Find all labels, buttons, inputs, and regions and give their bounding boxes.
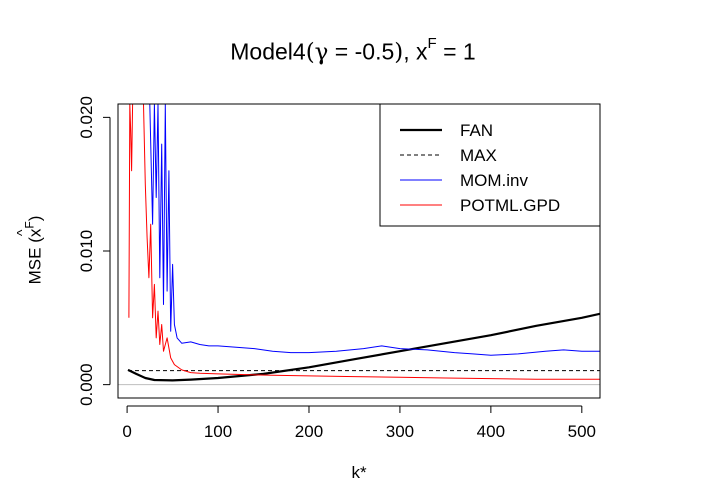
title-value-expr: = 1 bbox=[436, 38, 476, 65]
legend: FAN MAX MOM.inv POTML.GPD bbox=[379, 103, 601, 227]
x-axis-label: k* bbox=[351, 463, 367, 482]
x-tick-label: 400 bbox=[477, 422, 505, 441]
x-tick-label: 300 bbox=[386, 422, 414, 441]
series-line-mom-inv bbox=[149, 104, 600, 356]
chart-title: Model4(γ = -0.5), xF = 1 bbox=[230, 35, 476, 66]
x-tick-label: 100 bbox=[204, 422, 232, 441]
x-tick-label: 200 bbox=[295, 422, 323, 441]
x-tick-label: 0 bbox=[122, 422, 131, 441]
legend-label: MAX bbox=[460, 146, 497, 165]
title-var-sup: F bbox=[427, 35, 437, 52]
legend-label: MOM.inv bbox=[460, 171, 529, 190]
y-tick-label: 0.020 bbox=[77, 96, 96, 139]
legend-label: FAN bbox=[460, 121, 493, 140]
y-tick-label: 0.010 bbox=[77, 230, 96, 273]
series-line-potml-gpd bbox=[128, 104, 600, 380]
plot-frame bbox=[117, 103, 601, 399]
title-gamma-expr: = -0.5 bbox=[328, 38, 395, 65]
title-gamma-symbol: γ bbox=[314, 39, 329, 66]
series-line-fan bbox=[127, 312, 600, 382]
legend-label: POTML.GPD bbox=[460, 196, 560, 215]
legend-box bbox=[379, 103, 601, 227]
title-prefix: Model4 bbox=[230, 38, 306, 65]
y-tick-label: 0.000 bbox=[77, 363, 96, 406]
title-var: x bbox=[416, 38, 428, 65]
x-tick-label: 500 bbox=[568, 422, 596, 441]
